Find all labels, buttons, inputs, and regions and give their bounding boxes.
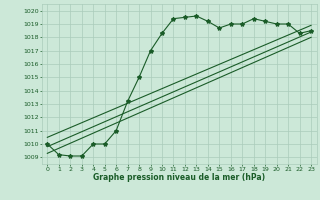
X-axis label: Graphe pression niveau de la mer (hPa): Graphe pression niveau de la mer (hPa) [93,173,265,182]
